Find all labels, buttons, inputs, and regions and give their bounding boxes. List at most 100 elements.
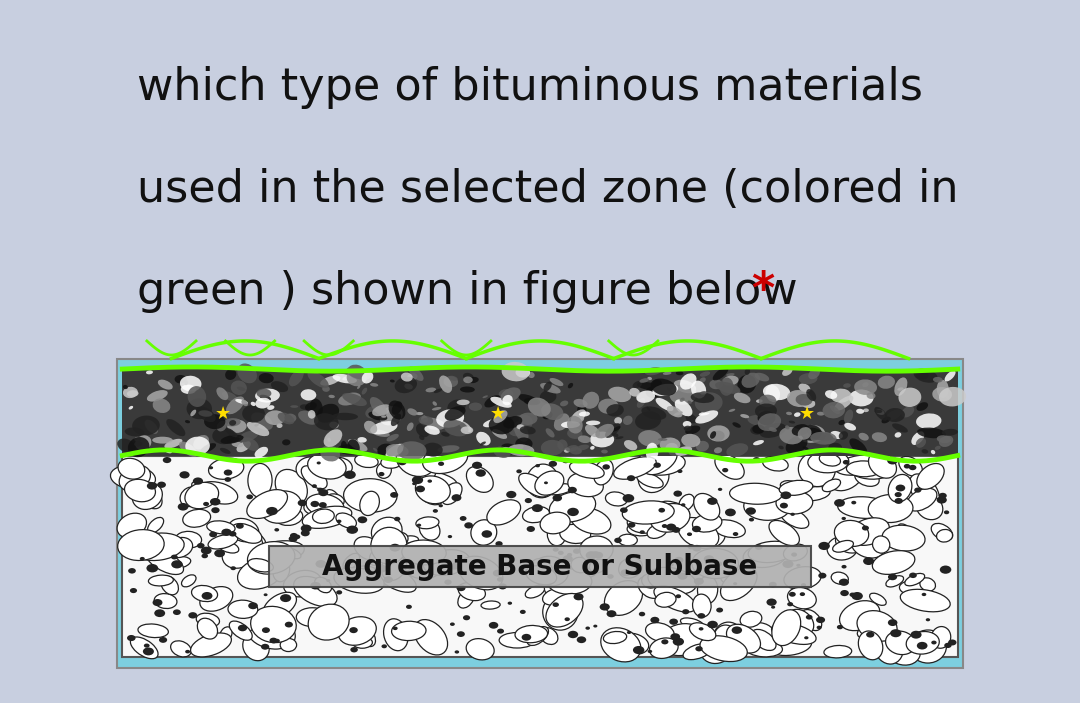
Ellipse shape [308, 453, 346, 479]
Circle shape [406, 605, 411, 609]
Ellipse shape [191, 586, 217, 602]
Ellipse shape [559, 524, 591, 543]
Ellipse shape [308, 604, 349, 640]
Ellipse shape [380, 406, 403, 425]
Ellipse shape [692, 594, 711, 617]
Ellipse shape [936, 529, 953, 542]
Ellipse shape [831, 431, 842, 439]
Circle shape [840, 590, 849, 596]
Circle shape [246, 494, 253, 499]
Circle shape [816, 617, 825, 623]
Ellipse shape [638, 463, 669, 493]
Ellipse shape [476, 432, 490, 446]
Ellipse shape [426, 387, 436, 392]
Circle shape [144, 643, 150, 647]
Circle shape [666, 562, 674, 567]
Ellipse shape [228, 600, 258, 619]
Ellipse shape [882, 525, 926, 551]
Ellipse shape [824, 645, 852, 658]
Circle shape [522, 634, 531, 640]
Ellipse shape [515, 437, 532, 450]
Ellipse shape [483, 419, 500, 427]
Ellipse shape [332, 413, 357, 420]
Circle shape [748, 518, 754, 522]
Ellipse shape [440, 375, 453, 393]
Ellipse shape [187, 399, 212, 419]
Ellipse shape [459, 421, 472, 432]
Ellipse shape [730, 483, 782, 504]
Ellipse shape [701, 637, 731, 664]
Ellipse shape [732, 423, 741, 427]
Ellipse shape [648, 567, 697, 594]
Ellipse shape [888, 475, 912, 502]
Circle shape [312, 484, 316, 488]
Ellipse shape [931, 524, 953, 541]
Ellipse shape [828, 443, 842, 453]
Ellipse shape [827, 454, 866, 491]
Circle shape [472, 462, 482, 469]
Circle shape [745, 508, 756, 515]
Ellipse shape [110, 465, 156, 490]
Circle shape [298, 500, 307, 506]
Ellipse shape [373, 404, 392, 416]
Ellipse shape [333, 374, 356, 383]
Ellipse shape [416, 472, 457, 489]
Ellipse shape [808, 368, 820, 379]
Circle shape [921, 593, 927, 596]
Circle shape [147, 482, 157, 489]
Ellipse shape [180, 486, 202, 507]
Ellipse shape [644, 449, 677, 475]
Ellipse shape [220, 448, 231, 454]
Circle shape [698, 613, 705, 619]
Circle shape [683, 609, 689, 614]
Ellipse shape [255, 447, 268, 458]
Circle shape [565, 617, 570, 621]
Circle shape [507, 491, 516, 498]
Ellipse shape [751, 426, 764, 434]
Text: Aggregate Base or Subbase: Aggregate Base or Subbase [322, 553, 758, 581]
Circle shape [475, 470, 486, 477]
Ellipse shape [777, 491, 813, 514]
Ellipse shape [653, 586, 696, 612]
Ellipse shape [238, 557, 283, 589]
Ellipse shape [329, 422, 339, 429]
Ellipse shape [660, 437, 680, 452]
Ellipse shape [831, 406, 840, 414]
Ellipse shape [444, 420, 469, 437]
Ellipse shape [807, 389, 816, 401]
Ellipse shape [368, 498, 389, 509]
Circle shape [301, 530, 310, 536]
Circle shape [731, 626, 742, 634]
Ellipse shape [530, 559, 554, 586]
Circle shape [416, 486, 426, 492]
Ellipse shape [781, 508, 809, 529]
Ellipse shape [714, 625, 740, 654]
Ellipse shape [531, 556, 568, 586]
Ellipse shape [467, 467, 494, 492]
Ellipse shape [737, 623, 774, 648]
Ellipse shape [646, 443, 659, 461]
Circle shape [626, 631, 632, 634]
Ellipse shape [900, 581, 924, 595]
Circle shape [188, 612, 198, 619]
Ellipse shape [590, 432, 615, 447]
Circle shape [202, 592, 213, 600]
Ellipse shape [152, 437, 173, 444]
Ellipse shape [540, 628, 558, 645]
Ellipse shape [185, 420, 190, 423]
Circle shape [633, 646, 645, 654]
Circle shape [463, 615, 470, 620]
Ellipse shape [787, 390, 811, 407]
Ellipse shape [842, 451, 893, 479]
Ellipse shape [744, 492, 791, 520]
Ellipse shape [780, 480, 813, 496]
Ellipse shape [377, 444, 396, 457]
Ellipse shape [296, 607, 328, 626]
Circle shape [457, 585, 465, 591]
Circle shape [567, 508, 579, 516]
Ellipse shape [856, 408, 864, 414]
Ellipse shape [542, 588, 568, 605]
Ellipse shape [138, 624, 168, 638]
Ellipse shape [423, 443, 443, 457]
Circle shape [936, 496, 947, 503]
